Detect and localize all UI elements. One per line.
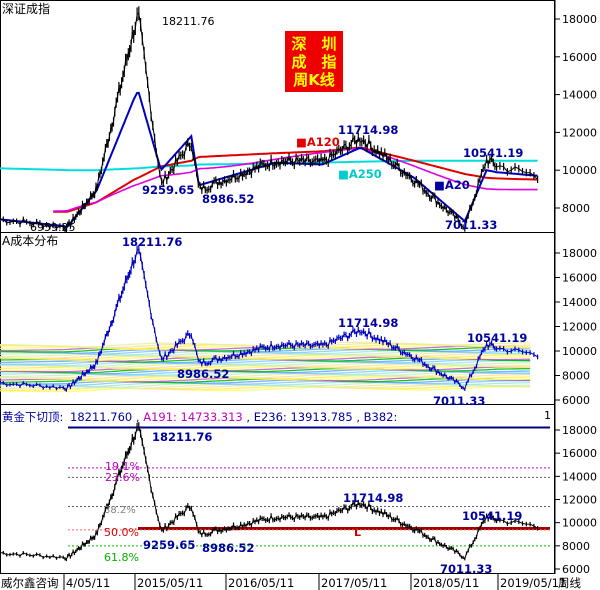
p2-peak-label: 18211.76: [122, 235, 182, 249]
cost-band-26: [0, 360, 531, 367]
p2-ytick-label: 8000: [562, 370, 590, 383]
y-axis-ticks: 18000 16000 14000 12000 10000 8000 18000 16000 1…: [555, 13, 597, 576]
p2-peak2019-label: 10541.19: [467, 331, 527, 345]
p2-price-line: [0, 248, 538, 391]
x-tick-label: 2019/05/11: [500, 576, 566, 590]
fib-title-value-2: A191: 14733.313: [143, 410, 243, 424]
p1-ytick-label: 10000: [562, 164, 597, 177]
x-tick-label: 2016/05/11: [228, 576, 294, 590]
badge-line-2: 成 指: [291, 53, 336, 71]
p1-ytick-label: 18000: [562, 13, 597, 26]
panel-2-title: A成本分布: [2, 234, 58, 248]
p3-ytick-label: 14000: [562, 470, 597, 483]
cost-band-8: [0, 378, 531, 385]
cost-distribution-bands: [0, 341, 531, 393]
fib-title-suffix: 1: [544, 409, 551, 422]
p3-ytick-label: 8000: [562, 540, 590, 553]
p1-low2014-label: 6959.25: [30, 221, 76, 234]
p2-ytick-label: 12000: [562, 321, 597, 334]
p1-peak-label: 18211.76: [162, 15, 215, 28]
a250-label: ■A250: [338, 167, 382, 181]
p3-ytick-label: 10000: [562, 517, 597, 530]
price-candles: [0, 6, 539, 562]
cost-band-25: [0, 361, 531, 368]
source-label: 威尔鑫咨询: [1, 576, 59, 590]
p2-low2016-label: 8986.52: [177, 367, 229, 381]
p3-low2019-label: 7011.33: [440, 562, 492, 576]
x-axis-labels: 4/05/11 2015/05/11 2016/05/11 2017/05/11 201…: [63, 574, 566, 590]
p3-ytick-label: 6000: [562, 563, 590, 576]
p2-peak2017-label: 11714.98: [338, 316, 398, 330]
p3-peak2019-label: 10541.19: [462, 509, 522, 523]
panel-1-title: 深证成指: [2, 1, 50, 16]
p3-ytick-label: 18000: [562, 424, 597, 437]
a120-label: ■A120: [296, 135, 340, 149]
fib-382-label: 38.2%: [104, 505, 136, 516]
cost-band-13: [0, 373, 531, 380]
p2-ytick-label: 6000: [562, 394, 590, 407]
cost-band-39: [0, 346, 531, 353]
badge-line-1: 深 圳: [291, 35, 336, 53]
p1-low2015-label: 9259.65: [142, 183, 194, 197]
badge-line-3: 周K线: [293, 71, 335, 89]
fib-title-prefix: 黄金下切顶:: [2, 410, 63, 424]
p3-peak-label: 18211.76: [152, 430, 212, 444]
fib-title-value-4: B382:: [364, 410, 398, 424]
p3-peak2017-label: 11714.98: [343, 491, 403, 505]
p1-peak2019-label: 10541.19: [463, 146, 523, 160]
p3-ytick-label: 12000: [562, 494, 597, 507]
a120-line: [53, 146, 538, 213]
p1-ytick-label: 14000: [562, 89, 597, 102]
p1-low2016-label: 8986.52: [202, 192, 254, 206]
cost-band-1: [0, 386, 531, 393]
p1-low2019-label: 7011.33: [445, 218, 497, 232]
cost-band-33: [0, 352, 531, 359]
x-tick-label: 2018/05/11: [413, 576, 479, 590]
p1-peak2017-label: 11714.98: [338, 123, 398, 137]
p3-low2016-label: 8986.52: [202, 541, 254, 555]
a20-label: ■A20: [434, 178, 470, 192]
p1-ytick-label: 8000: [562, 202, 590, 215]
p2-low2019-label: 7011.33: [433, 394, 485, 408]
p2-ytick-label: 14000: [562, 296, 597, 309]
panel-1-frame: [0, 0, 555, 233]
fib-618-label: 61.8%: [104, 551, 139, 564]
fib-236-label: 23.6%: [105, 471, 140, 484]
p2-ytick-label: 18000: [562, 247, 597, 260]
fib-L-label: L: [354, 526, 361, 539]
cost-band-14: [0, 372, 531, 379]
magenta-ma-line: [53, 147, 538, 212]
fib-191-label: 19.1%: [105, 460, 140, 473]
cost-band-32: [0, 354, 531, 361]
p2-ytick-label: 16000: [562, 272, 597, 285]
period-label: 周线: [558, 576, 581, 590]
p2-ytick-label: 10000: [562, 345, 597, 358]
cost-band-38: [0, 347, 531, 354]
panel-3-frame: [0, 404, 555, 574]
x-tick-label: 2015/05/11: [137, 576, 203, 590]
p1-ytick-label: 16000: [562, 51, 597, 64]
p1-price-line: [0, 12, 538, 232]
p3-price-line: [0, 425, 538, 561]
series-lines: [0, 91, 550, 547]
p3-low2015-label: 9259.65: [143, 538, 195, 552]
fib-title-value-1: 18211.760: [70, 410, 132, 424]
fib-500-label: 50.0%: [104, 526, 139, 539]
cost-band-7: [0, 380, 531, 387]
zhouk-badge: 深 圳 成 指 周K线: [285, 31, 343, 92]
p3-ytick-label: 16000: [562, 447, 597, 460]
panel-3-title: 黄金下切顶: 18211.760 , A191: 14733.313 , E23…: [2, 410, 397, 424]
x-tick-label: 4/05/11: [66, 576, 110, 590]
x-tick-label: 2017/05/11: [321, 576, 387, 590]
fib-title-value-3: E236: 13913.785: [254, 410, 353, 424]
p1-ytick-label: 12000: [562, 126, 597, 139]
